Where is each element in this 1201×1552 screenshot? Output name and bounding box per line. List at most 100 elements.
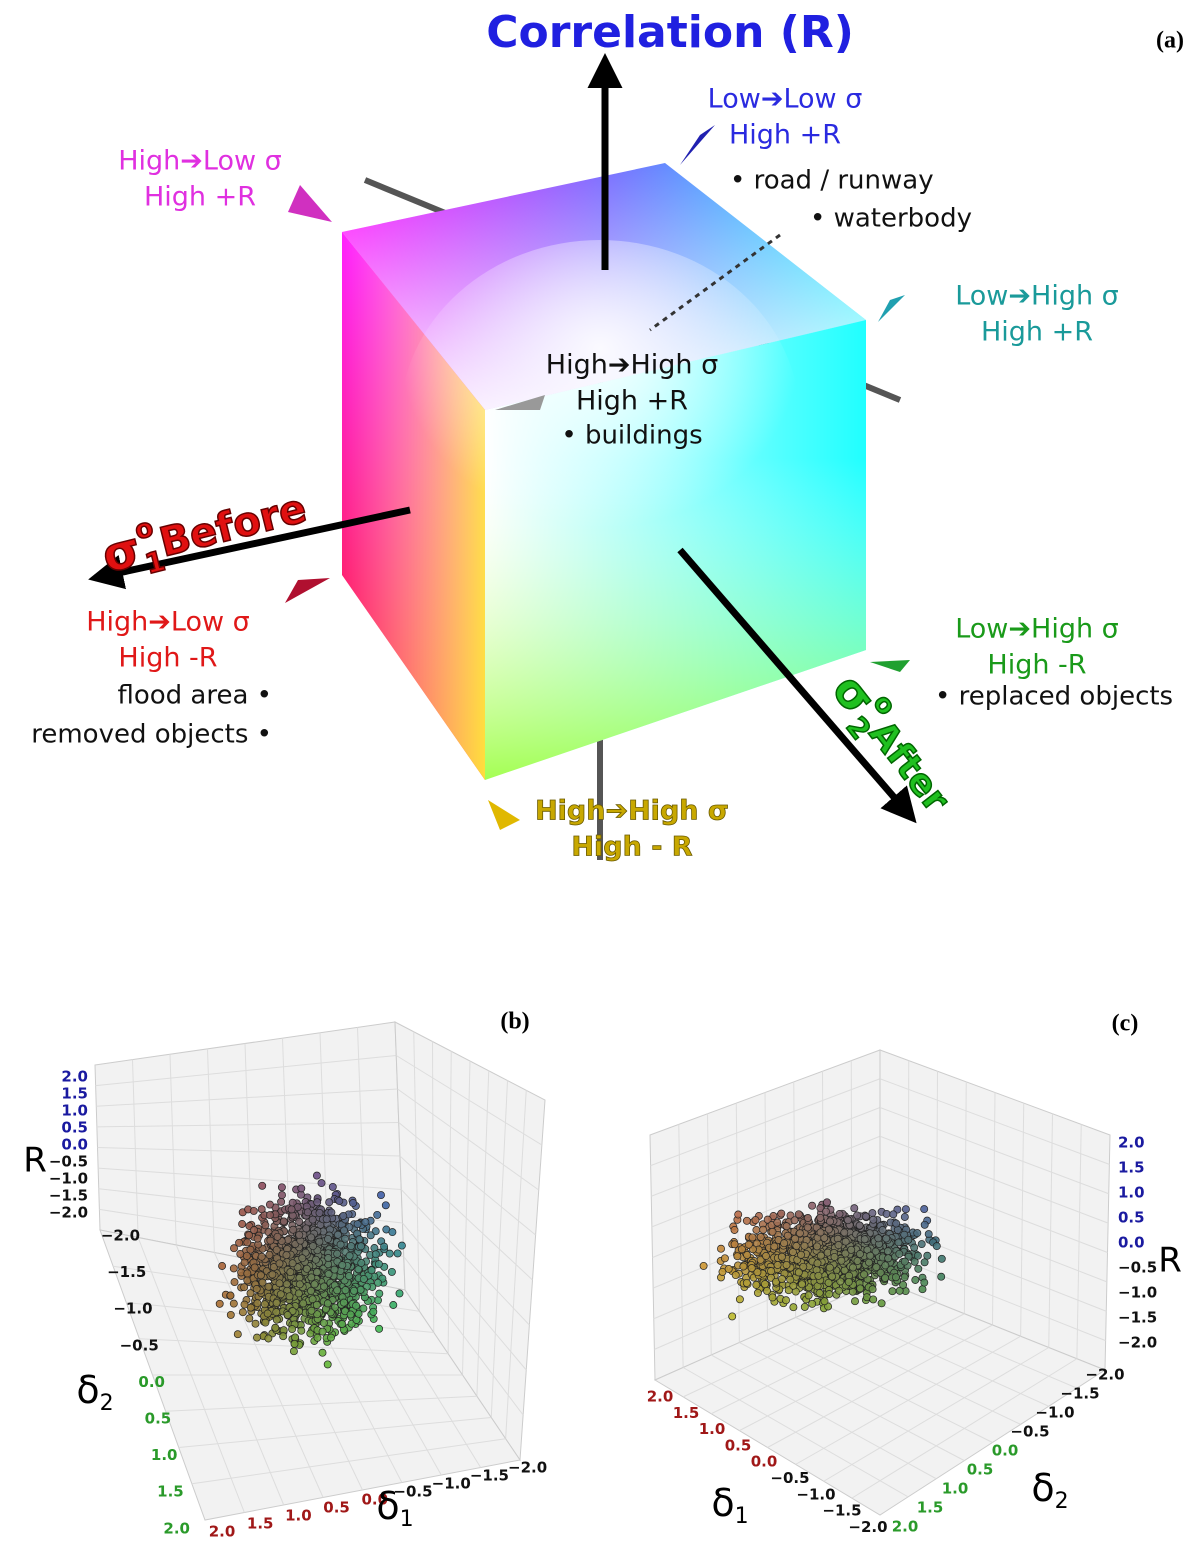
scatter-point (890, 1211, 897, 1218)
corner-note: • buildings (561, 421, 702, 451)
scatter-point (267, 1237, 274, 1244)
scatter-point (389, 1229, 396, 1236)
z-tick-label: 1.5 (1118, 1159, 1145, 1177)
corner-label: High➔Low σ (86, 607, 250, 638)
scatter-point (921, 1221, 928, 1228)
scatter-point (357, 1286, 364, 1293)
scatter-point (801, 1303, 808, 1310)
scatter-point (896, 1250, 903, 1257)
scatter-point (731, 1226, 738, 1233)
scatter-point (809, 1202, 816, 1209)
scatter-point (370, 1308, 377, 1315)
scatter-point (851, 1205, 858, 1212)
scatter-point (748, 1265, 755, 1272)
scatter-point (336, 1197, 343, 1204)
scatter-point (804, 1224, 811, 1231)
scatter-point (862, 1213, 869, 1220)
x-tick-label: −1.0 (796, 1485, 835, 1503)
scatter-point (757, 1233, 764, 1240)
scatter-point (933, 1243, 940, 1250)
scatter-point (753, 1226, 760, 1233)
scatter-point (783, 1223, 790, 1230)
scatter-point (394, 1250, 401, 1257)
scatter-point (327, 1334, 334, 1341)
cone (870, 660, 910, 672)
scatter-point (298, 1185, 305, 1192)
scatter-point (919, 1286, 926, 1293)
panel-label: (c) (1112, 1011, 1139, 1037)
scatter-point (861, 1236, 868, 1243)
scatter-point (884, 1248, 891, 1255)
scatter-point (865, 1259, 872, 1266)
corner-label: Low➔High σ (955, 281, 1119, 312)
scatter-point (346, 1252, 353, 1259)
scatter-point (280, 1218, 287, 1225)
scatter-point (288, 1206, 295, 1213)
corner-label: High +R (144, 182, 256, 213)
before-label: σo1Before (95, 475, 313, 590)
scatter-point (861, 1271, 868, 1278)
scatter-point (312, 1256, 319, 1263)
scatter-point (893, 1220, 900, 1227)
scatter-point (778, 1275, 785, 1282)
scatter-point (367, 1232, 374, 1239)
scatter-point (921, 1259, 928, 1266)
scatter-point (778, 1210, 785, 1217)
y-tick-label: 2.0 (163, 1519, 190, 1537)
z-tick-label: −0.5 (49, 1153, 88, 1171)
scatter-point (797, 1251, 804, 1258)
scatter-point (798, 1281, 805, 1288)
axis-title: Correlation (R) (486, 7, 854, 58)
scatter-point (328, 1209, 335, 1216)
scatter-point (895, 1239, 902, 1246)
scatter-point (254, 1300, 261, 1307)
scatter-point (849, 1264, 856, 1271)
scatter-point (258, 1206, 265, 1213)
panel-c: 2.01.51.00.50.0−0.5−1.0−1.5−2.0−2.0−1.5−… (647, 1011, 1182, 1536)
scatter-point (873, 1264, 880, 1271)
scatter-point (273, 1246, 280, 1253)
y-tick-label: −1.5 (107, 1263, 146, 1281)
x-tick-label: −2.0 (508, 1459, 547, 1477)
scatter-point (299, 1255, 306, 1262)
panel-b: 2.01.51.00.50.0−0.5−1.0−1.5−2.0−2.0−1.5−… (23, 1009, 547, 1541)
y-tick-label: 1.0 (151, 1446, 178, 1464)
scatter-point (749, 1234, 756, 1241)
x-tick-label: −1.0 (432, 1475, 471, 1493)
scatter-point (854, 1257, 861, 1264)
scatter-point (826, 1264, 833, 1271)
scatter-point (740, 1263, 747, 1270)
scatter-point (883, 1210, 890, 1217)
x-tick-label: −1.5 (470, 1467, 509, 1485)
scatter-point (273, 1299, 280, 1306)
scatter-point (894, 1226, 901, 1233)
corner-label: High -R (118, 643, 217, 674)
x-axis-label: δ1 (711, 1481, 748, 1530)
scatter-point (914, 1230, 921, 1237)
scatter-point (350, 1287, 357, 1294)
scatter-point (700, 1262, 707, 1269)
scatter-point (915, 1265, 922, 1272)
sub: 2 (1055, 1489, 1069, 1514)
scatter-point (234, 1331, 241, 1338)
scatter-point (276, 1280, 283, 1287)
scatter-point (356, 1236, 363, 1243)
scatter-point (925, 1231, 932, 1238)
scatter-point (227, 1292, 234, 1299)
panel-a: Correlation (R) (a) σo1Before σo2After H… (31, 7, 1184, 863)
scatter-point (743, 1279, 750, 1286)
scatter-point (334, 1287, 341, 1294)
y-tick-label: −2.0 (101, 1227, 140, 1245)
scatter-point (921, 1206, 928, 1213)
scatter-point (396, 1290, 403, 1297)
scatter-point (283, 1252, 290, 1259)
scatter-point (774, 1219, 781, 1226)
scatter-point (835, 1287, 842, 1294)
scatter-point (247, 1290, 254, 1297)
sub: 1 (735, 1504, 749, 1529)
corner-note: • waterbody (810, 204, 972, 234)
scatter-point (390, 1301, 397, 1308)
scatter-point (273, 1316, 280, 1323)
y-tick-label: −1.0 (113, 1300, 152, 1318)
cone (680, 125, 715, 165)
